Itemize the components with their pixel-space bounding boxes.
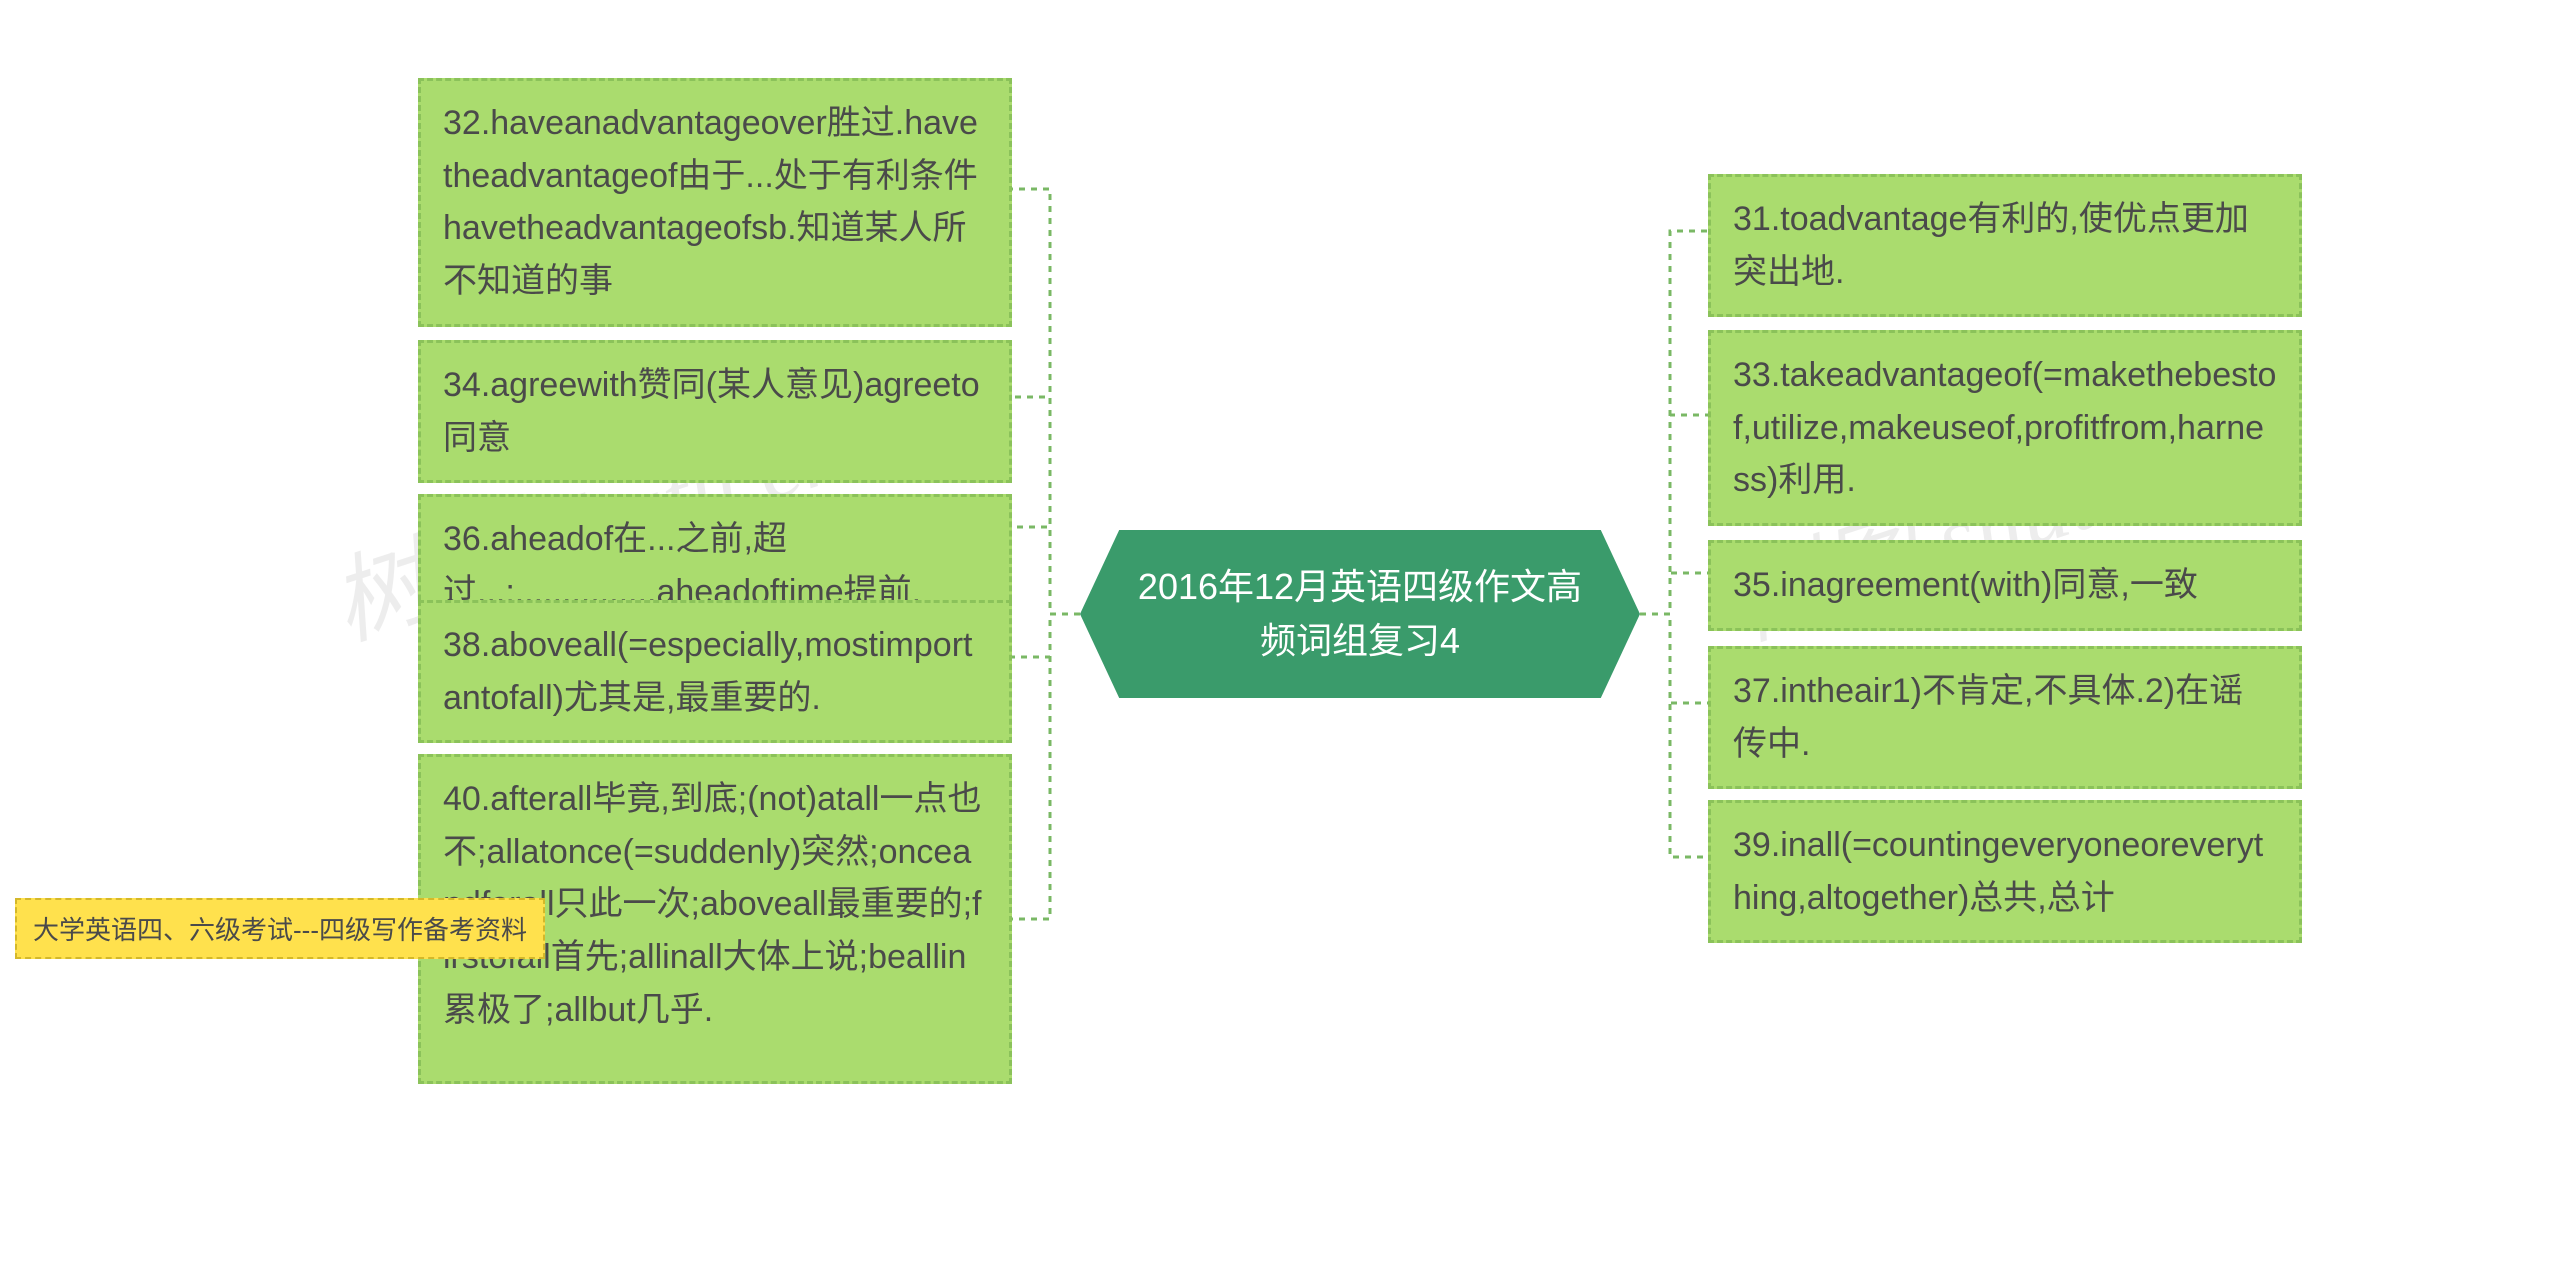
leaf-31: 31.toadvantage有利的,使优点更加突出地. [1708,174,2302,317]
leaf-39: 39.inall(=countingeveryoneoreverything,a… [1708,800,2302,943]
leaf-35: 35.inagreement(with)同意,一致 [1708,540,2302,631]
leaf-33: 33.takeadvantageof(=makethebestof,utiliz… [1708,330,2302,526]
leaf-34: 34.agreewith赞同(某人意见)agreeto同意 [418,340,1012,483]
center-node-title: 2016年12月英语四级作文高频词组复习4 [1130,560,1590,668]
mindmap-canvas: 树图 shutu.cn 树图 shutu.cn 2016年12月英语四级作文高频… [0,0,2560,1278]
leaf-37: 37.intheair1)不肯定,不具体.2)在谣传中. [1708,646,2302,789]
leaf-38: 38.aboveall(=especially,mostimportantofa… [418,600,1012,743]
center-node: 2016年12月英语四级作文高频词组复习4 [1080,530,1640,698]
leaf-32: 32.haveanadvantageover胜过.havetheadvantag… [418,78,1012,327]
grandchild-note: 大学英语四、六级考试---四级写作备考资料 [15,898,545,959]
